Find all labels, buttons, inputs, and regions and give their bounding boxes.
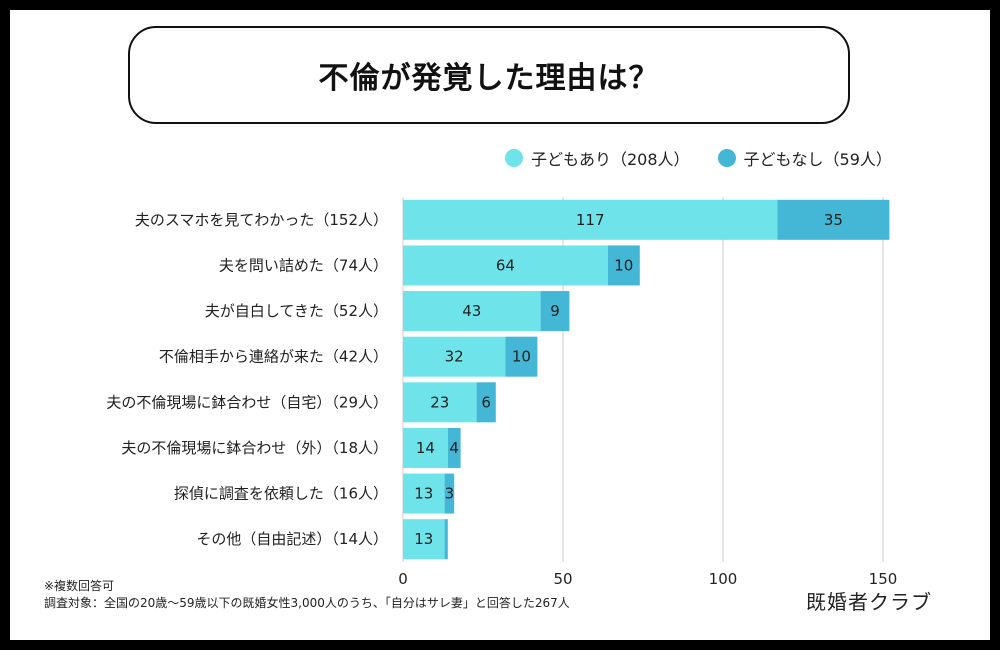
data-label: 9 xyxy=(550,302,560,320)
bar-segment xyxy=(447,427,461,468)
legend-item-with-children: 子どもあり（208人） xyxy=(505,146,690,170)
bar-segment xyxy=(403,427,448,468)
bar-segment xyxy=(403,199,778,240)
legend-dot-with-children xyxy=(505,149,523,167)
category-label: その他（自由記述）（14人） xyxy=(196,530,388,548)
data-label: 10 xyxy=(614,256,633,274)
data-label: 14 xyxy=(416,439,435,457)
legend-label-with-children: 子どもあり（208人） xyxy=(531,150,690,169)
x-tick-label: 100 xyxy=(709,570,738,588)
category-label: 夫が自白してきた（52人） xyxy=(205,302,388,320)
data-label: 13 xyxy=(414,530,433,548)
legend-label-without-children: 子どもなし（59人） xyxy=(743,150,892,169)
data-label: 4 xyxy=(449,439,459,457)
note-survey-target: 調査対象：全国の20歳〜59歳以下の既婚女性3,000人のうち、「自分はサレ妻」… xyxy=(44,596,570,610)
bar-segment xyxy=(403,291,541,332)
category-label: 夫を問い詰めた（74人） xyxy=(219,256,388,274)
bar-segment xyxy=(403,382,477,423)
data-label: 32 xyxy=(445,348,464,366)
bar-segment xyxy=(444,473,455,514)
data-label: 6 xyxy=(481,393,491,411)
data-label: 117 xyxy=(576,211,605,229)
x-tick-label: 150 xyxy=(869,570,898,588)
data-label: 13 xyxy=(414,485,433,503)
x-tick-label: 0 xyxy=(398,570,408,588)
legend-dot-without-children xyxy=(717,149,736,167)
bar-segment xyxy=(403,245,608,286)
x-tick-label: 50 xyxy=(553,570,572,588)
chart-title: 不倫が発覚した理由は？ xyxy=(318,61,660,96)
brand-name: 既婚者クラブ xyxy=(806,590,932,614)
data-label: 43 xyxy=(462,302,481,320)
category-label: 夫のスマホを見てわかった（152人） xyxy=(135,211,388,229)
data-label: 3 xyxy=(445,485,455,503)
bar-segment xyxy=(403,519,445,560)
bar-segment xyxy=(444,519,448,560)
bar-segment xyxy=(540,291,570,332)
category-label: 探偵に調査を依頼した（16人） xyxy=(174,485,388,503)
category-label: 不倫相手から連絡が来た（42人） xyxy=(159,348,388,366)
title-box: 不倫が発覚した理由は？ xyxy=(128,26,850,124)
category-label: 夫の不倫現場に鉢合わせ（外）（18人） xyxy=(121,439,388,457)
data-label: 23 xyxy=(430,393,449,411)
legend-item-without-children: 子どもなし（59人） xyxy=(717,146,892,170)
legend: 子どもあり（208人） 子どもなし（59人） xyxy=(505,146,920,170)
note-multiple-answers: ※複数回答可 xyxy=(44,579,115,593)
data-label: 10 xyxy=(512,348,531,366)
data-label: 64 xyxy=(496,256,515,274)
data-label: 35 xyxy=(824,211,843,229)
bar-segment xyxy=(403,473,445,514)
bar-segment xyxy=(476,382,496,423)
bar-segment xyxy=(607,245,640,286)
category-label: 夫の不倫現場に鉢合わせ（自宅）（29人） xyxy=(106,393,388,411)
notes: ※複数回答可 調査対象：全国の20歳〜59歳以下の既婚女性3,000人のうち、「… xyxy=(44,578,570,612)
bar-segment xyxy=(505,336,538,377)
bar-segment xyxy=(403,336,506,377)
bar-segment xyxy=(777,199,890,240)
